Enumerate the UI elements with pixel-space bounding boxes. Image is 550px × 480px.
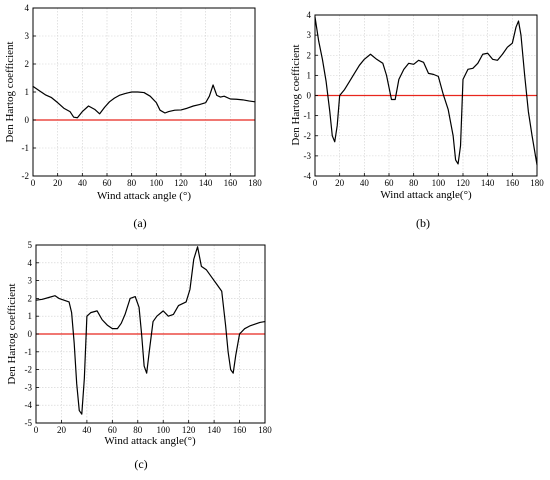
x-axis-title: Wind attack angle(°): [380, 189, 472, 201]
x-tick-label: 0: [34, 425, 39, 435]
y-axis-title: Den Hartog coefficient: [290, 44, 302, 145]
series-line: [314, 16, 538, 166]
series-line: [35, 246, 266, 415]
axis-ticks: 0 20 40 60 80 100 120 140 160 180 -4 -3 -2 -1 0 1 2 3 4: [304, 10, 545, 188]
x-tick-label: 160: [224, 178, 238, 188]
panel-label: (c): [134, 457, 147, 471]
y-tick-label: -1: [22, 143, 30, 153]
panel-label: (b): [416, 216, 430, 230]
y-axis-title: Den Hartog coefficient: [6, 283, 18, 384]
x-tick-label: 80: [133, 425, 143, 435]
x-tick-label: 180: [258, 425, 272, 435]
x-tick-label: 160: [506, 178, 520, 188]
y-tick-label: -3: [304, 151, 312, 161]
x-tick-label: 80: [127, 178, 137, 188]
x-tick-label: 100: [150, 178, 164, 188]
x-tick-label: 0: [313, 178, 318, 188]
y-tick-label: 0: [307, 91, 312, 101]
y-tick-label: -4: [304, 171, 312, 181]
x-tick-label: 20: [335, 178, 345, 188]
x-tick-label: 120: [182, 425, 196, 435]
x-tick-label: 80: [409, 178, 419, 188]
x-axis-title: Wind attack angle(°): [104, 435, 196, 447]
panel-label: (a): [133, 216, 146, 230]
x-axis-title: Wind attack angle (°): [97, 190, 191, 202]
y-tick-label: 1: [25, 87, 30, 97]
y-tick-label: -2: [304, 131, 312, 141]
y-tick-label: -3: [25, 382, 33, 392]
y-tick-label: 1: [307, 70, 312, 80]
x-tick-label: 100: [156, 425, 170, 435]
y-tick-label: 4: [25, 3, 30, 13]
y-tick-label: 0: [28, 329, 33, 339]
x-tick-label: 140: [207, 425, 221, 435]
series-line: [32, 84, 256, 119]
y-tick-label: -1: [25, 347, 33, 357]
y-tick-label: -5: [25, 418, 33, 428]
series: [32, 84, 256, 119]
y-tick-label: 3: [25, 31, 30, 41]
y-tick-label: 3: [28, 276, 33, 286]
y-tick-label: -2: [22, 171, 30, 181]
x-tick-label: 100: [432, 178, 446, 188]
y-tick-label: 3: [307, 30, 312, 40]
axis-ticks: 0 20 40 60 80 100 120 140 160 180 -5 -4 -3 -2 -1 0 1 2 3 4 5: [25, 240, 273, 435]
x-tick-label: 40: [78, 178, 88, 188]
chart-panel-b: 0 20 40 60 80 100 120 140 160 180 -4 -3 -2 -1 0 1 2 3 4 Wi…: [290, 10, 544, 230]
x-tick-label: 40: [82, 425, 92, 435]
x-tick-label: 180: [248, 178, 262, 188]
x-tick-label: 40: [360, 178, 370, 188]
y-tick-label: -4: [25, 400, 33, 410]
y-tick-label: 2: [28, 293, 33, 303]
x-tick-label: 0: [31, 178, 36, 188]
y-tick-label: -1: [304, 111, 312, 121]
chart-panel-c: 0 20 40 60 80 100 120 140 160 180 -5 -4 -3 -2 -1 0 1 2 3 4 5…: [6, 240, 272, 471]
x-tick-label: 140: [199, 178, 213, 188]
x-tick-label: 20: [53, 178, 63, 188]
y-tick-label: 2: [25, 59, 30, 69]
x-tick-label: 140: [481, 178, 495, 188]
y-axis-title: Den Hartog coefficient: [4, 41, 16, 142]
x-tick-label: 160: [233, 425, 247, 435]
x-tick-label: 120: [174, 178, 188, 188]
x-tick-label: 60: [108, 425, 118, 435]
x-tick-label: 180: [530, 178, 544, 188]
series: [314, 16, 538, 166]
axis-ticks: 0 20 40 60 80 100 120 140 160 180 -2 -1 0 1 2 3 4: [22, 3, 263, 188]
y-tick-label: 0: [25, 115, 30, 125]
x-tick-label: 60: [103, 178, 113, 188]
y-tick-label: 4: [307, 10, 312, 20]
x-tick-label: 60: [385, 178, 395, 188]
chart-panel-a: 0 20 40 60 80 100 120 140 160 180 -2 -1 0 1 2 3 4 Wind a…: [4, 3, 262, 230]
y-tick-label: 2: [307, 50, 312, 60]
y-tick-label: -2: [25, 365, 33, 375]
series: [35, 246, 266, 415]
x-tick-label: 20: [57, 425, 67, 435]
y-tick-label: 5: [28, 240, 33, 250]
y-tick-label: 4: [28, 258, 33, 268]
x-tick-label: 120: [456, 178, 470, 188]
y-tick-label: 1: [28, 311, 33, 321]
